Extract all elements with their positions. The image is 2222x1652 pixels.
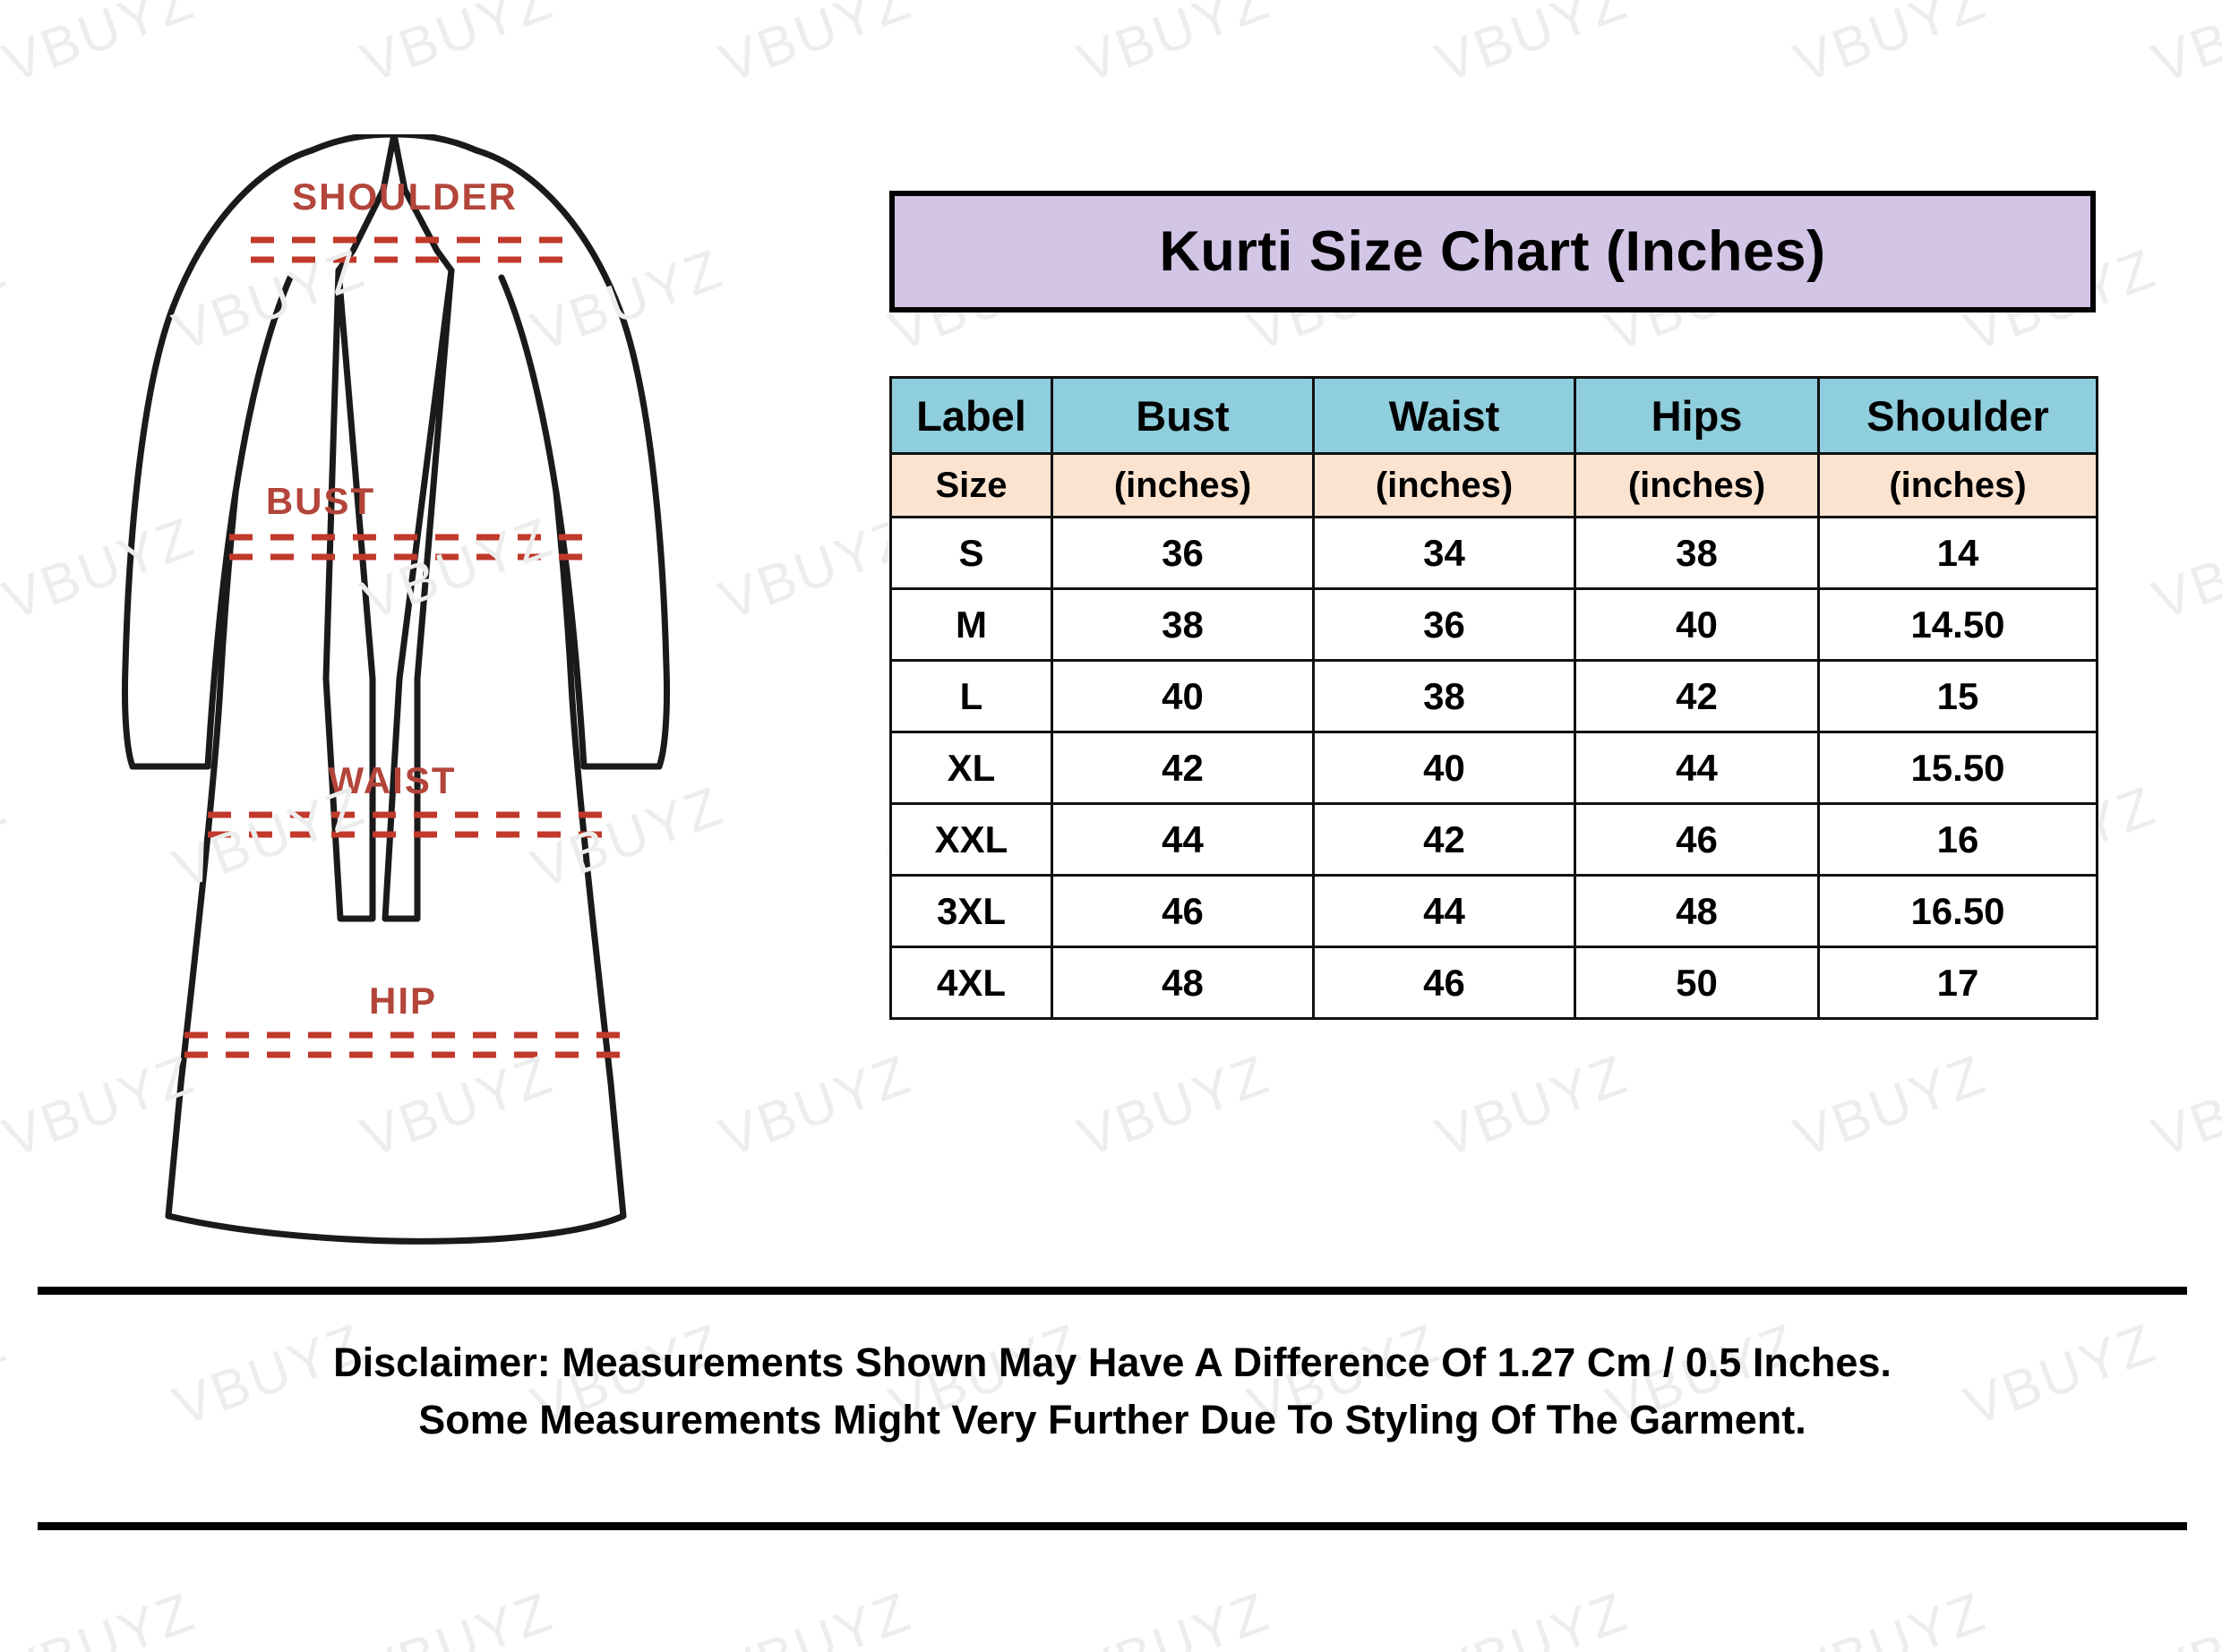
cell-waist: 44 — [1312, 874, 1576, 948]
watermark-text: VBUYZ — [0, 1580, 203, 1652]
cell-waist: 36 — [1312, 587, 1576, 662]
watermark-text: VBUYZ — [1428, 1580, 1636, 1652]
cell-hips: 46 — [1574, 802, 1820, 877]
bust-label: BUST — [266, 480, 375, 522]
table-row: S 36 34 38 14 — [889, 516, 2098, 590]
cell-bust: 40 — [1051, 659, 1315, 733]
cell-shoulder: 15.50 — [1817, 731, 2098, 805]
cell-shoulder: 15 — [1817, 659, 2098, 733]
watermark-text: VBUYZ — [353, 1580, 562, 1652]
unit-waist: (inches) — [1312, 452, 1576, 518]
cell-shoulder: 16 — [1817, 802, 2098, 877]
cell-bust: 36 — [1051, 516, 1315, 590]
disclaimer-line-1: Disclaimer: Measurements Shown May Have … — [333, 1340, 1892, 1385]
cell-waist: 40 — [1312, 731, 1576, 805]
disclaimer-block: Disclaimer: Measurements Shown May Have … — [38, 1334, 2187, 1449]
cell-bust: 46 — [1051, 874, 1315, 948]
page-title: Kurti Size Chart (Inches) — [1159, 220, 1826, 283]
shoulder-label: SHOULDER — [292, 175, 518, 218]
table-row: 3XL 46 44 48 16.50 — [889, 874, 2098, 948]
watermark-text: VBUYZ — [2144, 1580, 2222, 1652]
watermark-text: VBUYZ — [353, 0, 562, 95]
cell-hips: 48 — [1574, 874, 1820, 948]
cell-waist: 42 — [1312, 802, 1576, 877]
cell-hips: 44 — [1574, 731, 1820, 805]
cell-label: XL — [889, 731, 1053, 805]
cell-label: 4XL — [889, 946, 1053, 1020]
watermark-text: VBUYZ — [1069, 1043, 1278, 1169]
column-header-hips: Hips — [1574, 376, 1820, 455]
table-row: 4XL 48 46 50 17 — [889, 946, 2098, 1020]
size-table-container: Label Bust Waist Hips Shoulder Size (inc… — [889, 376, 2098, 1020]
cell-label: L — [889, 659, 1053, 733]
table-unit-row: Size (inches) (inches) (inches) (inches) — [889, 452, 2098, 518]
unit-hips: (inches) — [1574, 452, 1820, 518]
kurti-illustration: SHOULDER BUST WAIST HIP — [72, 134, 770, 1289]
size-chart-table: Label Bust Waist Hips Shoulder Size (inc… — [889, 376, 2098, 1020]
cell-label: S — [889, 516, 1053, 590]
watermark-text: VBUYZ — [0, 775, 15, 901]
unit-bust: (inches) — [1051, 452, 1315, 518]
column-header-label: Label — [889, 376, 1053, 455]
watermark-text: VBUYZ — [0, 237, 15, 364]
table-header-row: Label Bust Waist Hips Shoulder — [889, 376, 2098, 455]
waist-label: WAIST — [329, 759, 457, 801]
cell-hips: 42 — [1574, 659, 1820, 733]
divider-top — [38, 1287, 2187, 1295]
table-row: M 38 36 40 14.50 — [889, 587, 2098, 662]
watermark-text: VBUYZ — [2144, 506, 2222, 632]
watermark-text: VBUYZ — [0, 1312, 15, 1438]
cell-bust: 44 — [1051, 802, 1315, 877]
cell-hips: 38 — [1574, 516, 1820, 590]
watermark-text: VBUYZ — [1428, 1043, 1636, 1169]
cell-shoulder: 14 — [1817, 516, 2098, 590]
watermark-text: VBUYZ — [1428, 0, 1636, 95]
cell-waist: 46 — [1312, 946, 1576, 1020]
cell-bust: 48 — [1051, 946, 1315, 1020]
cell-label: 3XL — [889, 874, 1053, 948]
cell-waist: 38 — [1312, 659, 1576, 733]
cell-label: M — [889, 587, 1053, 662]
watermark-text: VBUYZ — [1786, 1580, 1995, 1652]
unit-shoulder: (inches) — [1817, 452, 2098, 518]
cell-bust: 38 — [1051, 587, 1315, 662]
column-header-bust: Bust — [1051, 376, 1315, 455]
cell-bust: 42 — [1051, 731, 1315, 805]
watermark-text: VBUYZ — [2144, 0, 2222, 95]
watermark-text: VBUYZ — [1786, 1043, 1995, 1169]
watermark-text: VBUYZ — [1786, 0, 1995, 95]
table-body: S 36 34 38 14 M 38 36 40 14.50 L 40 38 42 15 XL 42 40 44 15… — [889, 516, 2098, 1020]
watermark-text: VBUYZ — [0, 0, 203, 95]
chart-title-banner: Kurti Size Chart (Inches) — [889, 191, 2096, 312]
watermark-text: VBUYZ — [1069, 0, 1278, 95]
column-header-shoulder: Shoulder — [1817, 376, 2098, 455]
cell-hips: 50 — [1574, 946, 1820, 1020]
cell-label: XXL — [889, 802, 1053, 877]
column-header-waist: Waist — [1312, 376, 1576, 455]
cell-shoulder: 14.50 — [1817, 587, 2098, 662]
watermark-text: VBUYZ — [2144, 1043, 2222, 1169]
table-row: XXL 44 42 46 16 — [889, 802, 2098, 877]
unit-label: Size — [889, 452, 1053, 518]
watermark-text: VBUYZ — [711, 0, 920, 95]
cell-shoulder: 17 — [1817, 946, 2098, 1020]
cell-shoulder: 16.50 — [1817, 874, 2098, 948]
divider-bottom — [38, 1522, 2187, 1530]
hip-label: HIP — [369, 980, 437, 1022]
table-row: XL 42 40 44 15.50 — [889, 731, 2098, 805]
watermark-text: VBUYZ — [711, 1580, 920, 1652]
watermark-text: VBUYZ — [1069, 1580, 1278, 1652]
cell-hips: 40 — [1574, 587, 1820, 662]
disclaimer-line-2: Some Measurements Might Very Further Due… — [418, 1396, 1806, 1442]
table-row: L 40 38 42 15 — [889, 659, 2098, 733]
cell-waist: 34 — [1312, 516, 1576, 590]
